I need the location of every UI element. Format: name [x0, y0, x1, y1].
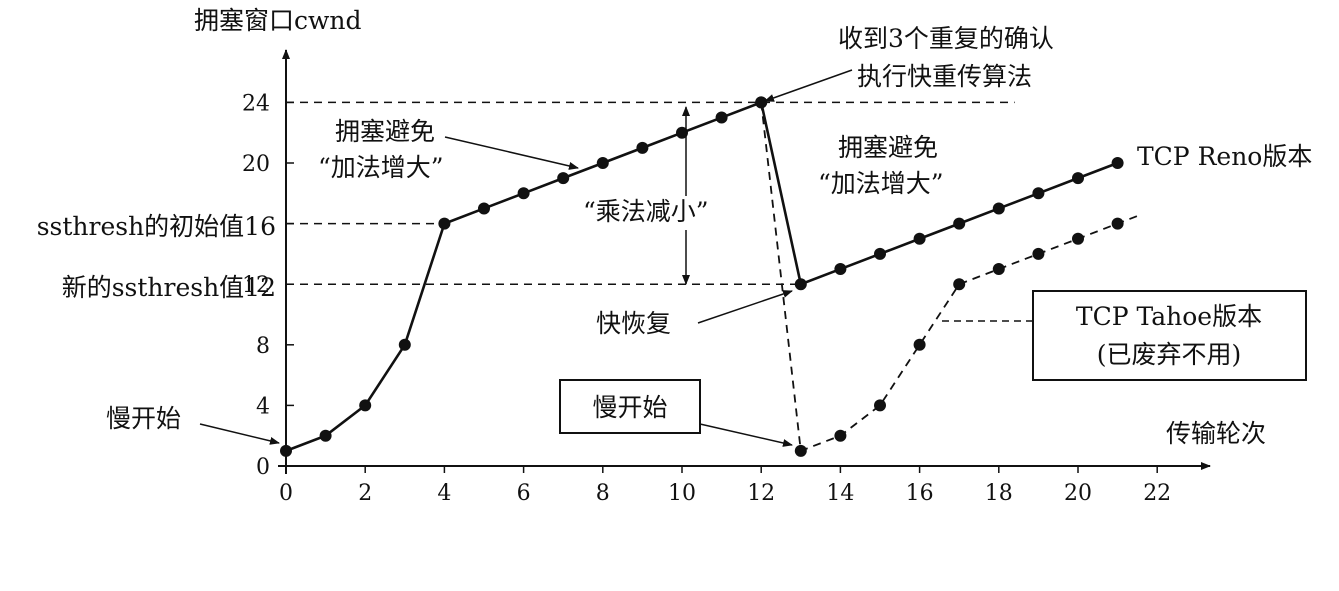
x-tick-label: 4: [437, 481, 451, 506]
reno-data-point: [359, 399, 372, 412]
slow-start-box: [559, 379, 701, 434]
reno-data-point: [557, 172, 570, 185]
y-tick-label-ssthresh-initial: ssthresh的初始值16: [37, 212, 276, 241]
annotation-ca-right-line2: “加法增大”: [818, 169, 944, 198]
tahoe-data-point: [834, 429, 847, 442]
x-tick-label: 18: [985, 481, 1013, 506]
annotation-slow-start-box: 慢开始: [592, 393, 667, 422]
x-tick-label: 0: [279, 481, 293, 506]
tahoe-data-point: [953, 278, 966, 291]
tahoe-data-point: [874, 399, 886, 412]
tahoe-data-point: [992, 263, 1005, 276]
reno-data-point: [676, 126, 688, 139]
tahoe-data-point: [913, 338, 926, 351]
y-tick-label: 4: [256, 394, 270, 419]
x-tick-label: 14: [826, 481, 854, 506]
reno-data-point: [517, 187, 530, 200]
x-axis-label: 传输轮次: [1166, 419, 1266, 448]
annotation-dup-ack-line2: 执行快重传算法: [857, 62, 1032, 91]
series-line-reno: [285, 100, 1119, 453]
reno-data-point: [913, 232, 926, 245]
reno-data-point: [398, 338, 411, 351]
arrow-fast-recovery: [697, 290, 793, 324]
annotation-dup-ack-line1: 收到3个重复的确认: [838, 24, 1054, 53]
y-tick-label: 12: [242, 273, 270, 298]
annotation-ca-left-line1: 拥塞避免: [335, 117, 435, 146]
tahoe-data-point: [1072, 232, 1084, 245]
annotation-fast-recovery: 快恢复: [596, 309, 671, 338]
reno-data-point: [596, 157, 609, 169]
y-tick-label: 24: [242, 91, 270, 116]
annotation-ca-left-line2: “加法增大”: [318, 153, 444, 182]
x-tick-label: 12: [747, 481, 775, 506]
x-tick-label: 8: [596, 481, 610, 506]
tahoe-data-point: [1111, 217, 1124, 230]
reno-data-point: [1032, 187, 1045, 200]
x-tick-label: 20: [1064, 481, 1092, 506]
annotation-multiplicative-decrease: “乘法减小”: [583, 197, 709, 226]
y-tick-label: 8: [256, 334, 270, 359]
y-tick-label-ssthresh-new: 新的ssthresh值12: [62, 273, 276, 302]
arrow-ca-left: [444, 136, 579, 170]
reno-data-point: [834, 263, 847, 276]
tahoe-data-point: [1032, 247, 1045, 260]
x-tick-label: 6: [517, 481, 531, 506]
annotation-slow-start-left: 慢开始: [106, 404, 181, 433]
y-tick-label: 0: [256, 455, 270, 480]
label-tcp-reno: TCP Reno版本: [1137, 142, 1312, 171]
label-tcp-tahoe-line1: TCP Tahoe版本: [1076, 302, 1262, 331]
x-tick-label: 22: [1143, 481, 1171, 506]
reno-data-point: [636, 141, 649, 154]
reno-data-point: [478, 202, 490, 215]
arrow-slow-start-left: [199, 423, 280, 445]
y-tick-label: 20: [242, 152, 270, 177]
reno-data-point: [715, 111, 728, 124]
tahoe-box: [1032, 290, 1307, 381]
reno-data-point: [794, 278, 807, 291]
annotation-ca-right-line1: 拥塞避免: [838, 133, 938, 162]
reno-data-point: [438, 217, 451, 230]
reno-data-point: [1072, 172, 1084, 185]
reno-data-point: [874, 247, 886, 260]
arrow-slow-start-box: [699, 423, 793, 447]
y-axis-label: 拥塞窗口cwnd: [194, 6, 362, 35]
arrow-dup-ack: [764, 69, 853, 102]
x-tick-label: 2: [358, 481, 372, 506]
reno-data-point: [992, 202, 1005, 215]
x-tick-label: 16: [906, 481, 934, 506]
series-line-tahoe: [760, 102, 1142, 453]
reno-data-point: [1111, 157, 1124, 169]
tahoe-data-point: [755, 96, 768, 109]
x-tick-label: 10: [668, 481, 696, 506]
reno-data-point: [319, 429, 332, 442]
label-tcp-tahoe-line2: (已废弃不用): [1097, 340, 1242, 369]
reno-data-point: [280, 444, 292, 457]
reno-data-point: [953, 217, 966, 230]
tahoe-data-point: [794, 444, 807, 457]
